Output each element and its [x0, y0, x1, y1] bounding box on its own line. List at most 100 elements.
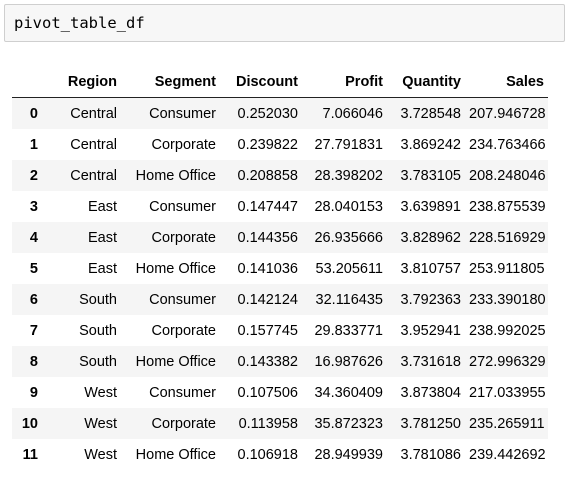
cell-sales: 217.033955: [469, 384, 546, 401]
cell-region: West: [84, 384, 117, 401]
dataframe-output-table: Region Segment Discount Profit Quantity …: [12, 66, 548, 470]
cell-profit: 28.040153: [314, 198, 383, 215]
column-header-quantity: Quantity: [387, 66, 465, 98]
cell-profit: 28.398202: [314, 167, 383, 184]
cell-discount: 0.157745: [237, 322, 298, 339]
cell-region: South: [79, 291, 117, 308]
cell-segment: Corporate: [151, 322, 216, 339]
table-row: 11 West Home Office 0.106918 28.949939 3…: [12, 439, 548, 470]
cell-segment: Home Office: [135, 446, 216, 463]
cell-profit: 26.935666: [314, 229, 383, 246]
cell-sales: 235.265911: [469, 415, 545, 432]
cell-region: East: [87, 229, 117, 246]
cell-quantity: 3.952941: [400, 322, 461, 339]
table-row: 6 South Consumer 0.142124 32.116435 3.79…: [12, 284, 548, 315]
cell-quantity: 3.639891: [400, 198, 461, 215]
cell-discount: 0.147447: [237, 198, 298, 215]
cell-region: East: [87, 198, 117, 215]
cell-discount: 0.252030: [237, 105, 298, 122]
cell-quantity: 3.792363: [400, 291, 461, 308]
cell-profit: 7.066046: [322, 105, 383, 122]
row-index: 0: [29, 105, 38, 122]
cell-sales: 228.516929: [469, 229, 546, 246]
cell-quantity: 3.781250: [400, 415, 461, 432]
table-row: 3 East Consumer 0.147447 28.040153 3.639…: [12, 191, 548, 222]
cell-discount: 0.208858: [237, 167, 298, 184]
code-input-cell[interactable]: pivot_table_df: [4, 4, 565, 42]
cell-quantity: 3.828962: [400, 229, 461, 246]
cell-segment: Home Office: [135, 353, 216, 370]
cell-profit: 34.360409: [314, 384, 383, 401]
table-row: 4 East Corporate 0.144356 26.935666 3.82…: [12, 222, 548, 253]
table-row: 1 Central Corporate 0.239822 27.791831 3…: [12, 129, 548, 160]
column-header-sales: Sales: [465, 66, 548, 98]
row-index: 11: [22, 446, 38, 463]
cell-discount: 0.239822: [237, 136, 298, 153]
cell-discount: 0.113958: [238, 415, 298, 432]
cell-region: Central: [70, 136, 117, 153]
cell-segment: Consumer: [149, 105, 216, 122]
index-header: [12, 66, 42, 98]
cell-discount: 0.107506: [237, 384, 298, 401]
row-index: 5: [29, 260, 38, 277]
column-header-profit: Profit: [302, 66, 387, 98]
cell-profit: 35.872323: [314, 415, 383, 432]
cell-quantity: 3.783105: [400, 167, 461, 184]
cell-sales: 233.390180: [469, 291, 546, 308]
column-header-segment: Segment: [121, 66, 220, 98]
row-index: 7: [29, 322, 38, 339]
row-index: 9: [29, 384, 38, 401]
table-row: 5 East Home Office 0.141036 53.205611 3.…: [12, 253, 548, 284]
row-index: 1: [29, 136, 38, 153]
table-row: 7 South Corporate 0.157745 29.833771 3.9…: [12, 315, 548, 346]
cell-region: Central: [70, 167, 117, 184]
table-row: 10 West Corporate 0.113958 35.872323 3.7…: [12, 408, 548, 439]
cell-quantity: 3.728548: [400, 105, 461, 122]
cell-segment: Corporate: [151, 415, 216, 432]
cell-sales: 239.442692: [469, 446, 546, 463]
row-index: 8: [29, 353, 38, 370]
table-row: 9 West Consumer 0.107506 34.360409 3.873…: [12, 377, 548, 408]
cell-profit: 28.949939: [314, 446, 383, 463]
cell-segment: Corporate: [151, 229, 216, 246]
row-index: 6: [29, 291, 38, 308]
column-header-region: Region: [42, 66, 121, 98]
row-index: 3: [29, 198, 38, 215]
cell-segment: Corporate: [151, 136, 216, 153]
row-index: 2: [29, 167, 38, 184]
cell-quantity: 3.873804: [400, 384, 461, 401]
code-source[interactable]: pivot_table_df: [14, 14, 145, 32]
cell-segment: Home Office: [135, 260, 216, 277]
cell-quantity: 3.781086: [400, 446, 461, 463]
cell-segment: Consumer: [149, 291, 216, 308]
cell-quantity: 3.869242: [400, 136, 461, 153]
cell-sales: 272.996329: [469, 353, 546, 370]
table-header-row: Region Segment Discount Profit Quantity …: [12, 66, 548, 98]
cell-segment: Consumer: [149, 198, 216, 215]
cell-quantity: 3.810757: [400, 260, 461, 277]
table-row: 8 South Home Office 0.143382 16.987626 3…: [12, 346, 548, 377]
column-header-discount: Discount: [220, 66, 302, 98]
cell-profit: 16.987626: [314, 353, 383, 370]
cell-region: South: [79, 353, 117, 370]
cell-quantity: 3.731618: [400, 353, 461, 370]
cell-profit: 53.205611: [315, 260, 383, 277]
cell-sales: 238.875539: [469, 198, 546, 215]
cell-discount: 0.144356: [237, 229, 298, 246]
table-row: 2 Central Home Office 0.208858 28.398202…: [12, 160, 548, 191]
table-row: 0 Central Consumer 0.252030 7.066046 3.7…: [12, 97, 548, 129]
cell-sales: 234.763466: [469, 136, 546, 153]
cell-region: West: [84, 415, 117, 432]
cell-region: West: [84, 446, 117, 463]
cell-discount: 0.142124: [237, 291, 298, 308]
row-index: 4: [29, 229, 38, 246]
cell-profit: 27.791831: [314, 136, 383, 153]
cell-profit: 32.116435: [315, 291, 383, 308]
row-index: 10: [21, 415, 38, 432]
cell-region: East: [87, 260, 117, 277]
cell-sales: 208.248046: [469, 167, 546, 184]
cell-discount: 0.143382: [237, 353, 298, 370]
cell-sales: 253.911805: [469, 260, 545, 277]
cell-sales: 207.946728: [469, 105, 546, 122]
cell-discount: 0.141036: [237, 260, 298, 277]
